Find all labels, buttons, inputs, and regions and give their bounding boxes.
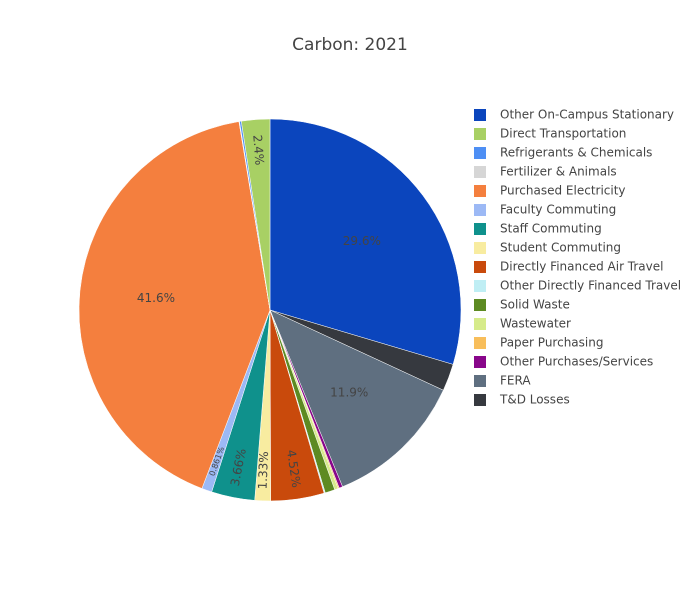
legend-label: Student Commuting (500, 241, 621, 255)
legend-swatch (474, 299, 486, 311)
slice-label: 29.6% (343, 234, 381, 248)
legend-label: Faculty Commuting (500, 203, 616, 217)
legend-label: Staff Commuting (500, 222, 602, 236)
legend-swatch (474, 242, 486, 254)
legend-swatch (474, 261, 486, 273)
legend-swatch (474, 109, 486, 121)
legend-swatch (474, 185, 486, 197)
chart-title: Carbon: 2021 (292, 35, 408, 55)
legend-swatch (474, 394, 486, 406)
pie-slice (269, 309, 444, 488)
pie-slice (269, 118, 462, 365)
legend-label: Directly Financed Air Travel (500, 260, 663, 274)
legend-label: Purchased Electricity (500, 184, 626, 198)
legend-label: FERA (500, 374, 531, 388)
legend-label: Direct Transportation (500, 127, 626, 141)
legend-swatch (474, 280, 486, 292)
legend-label: Other On-Campus Stationary (500, 108, 674, 122)
pie-slice (78, 121, 271, 489)
legend-swatch (474, 375, 486, 387)
legend-swatch (474, 166, 486, 178)
slice-label: 2.4% (250, 134, 266, 165)
pie-slice (241, 118, 271, 311)
slice-label: 11.9% (330, 385, 368, 399)
legend-swatch (474, 356, 486, 368)
legend-label: Refrigerants & Chemicals (500, 146, 652, 160)
legend-swatch (474, 128, 486, 140)
legend-swatch (474, 337, 486, 349)
legend-swatch (474, 318, 486, 330)
legend-label: Other Directly Financed Travel (500, 279, 681, 293)
slice-label: 41.6% (137, 291, 175, 305)
legend-label: Other Purchases/Services (500, 355, 653, 369)
legend-label: Paper Purchasing (500, 336, 603, 350)
legend-label: Solid Waste (500, 298, 570, 312)
legend-label: Fertilizer & Animals (500, 165, 617, 179)
slice-label: 1.33% (256, 451, 271, 490)
legend-label: T&D Losses (499, 393, 570, 407)
legend-swatch (474, 147, 486, 159)
legend-swatch (474, 223, 486, 235)
legend-label: Wastewater (500, 317, 571, 331)
legend-swatch (474, 204, 486, 216)
slice-label: 4.52% (284, 449, 303, 489)
